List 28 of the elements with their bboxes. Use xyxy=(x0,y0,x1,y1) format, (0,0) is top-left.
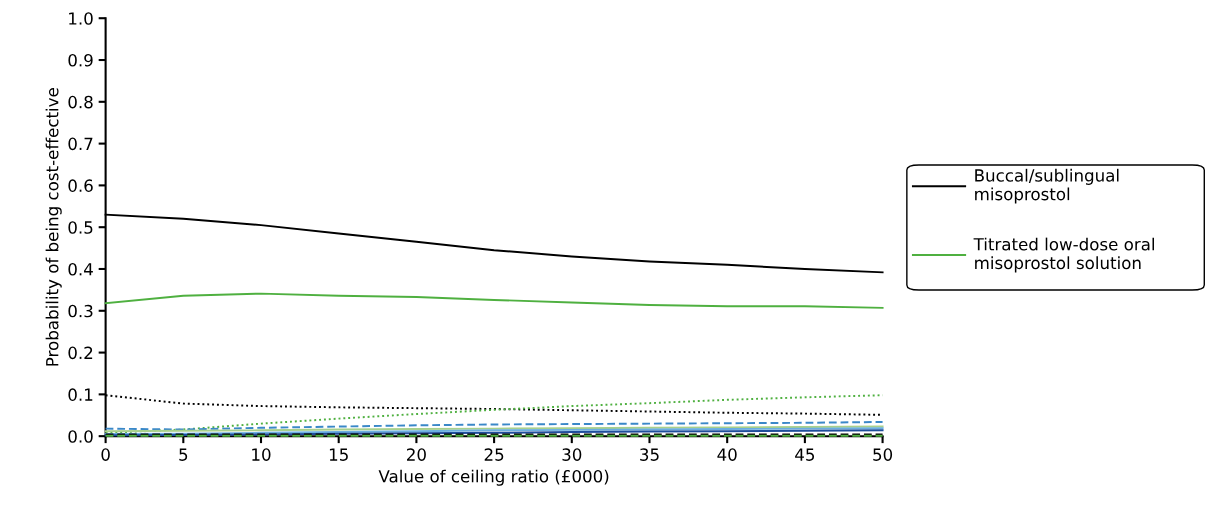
x-tick-label: 45 xyxy=(795,448,815,461)
x-tick-label: 15 xyxy=(329,448,348,461)
x-tick-label: 20 xyxy=(407,448,426,461)
y-tick-label: 0.7 xyxy=(68,137,93,151)
x-axis-title: Value of ceiling ratio (£000) xyxy=(378,469,609,486)
x-tick-label: 5 xyxy=(179,448,188,461)
x-tick-label: 35 xyxy=(640,448,659,461)
y-tick-label: 0.8 xyxy=(68,95,93,109)
y-tick-label: 0.6 xyxy=(68,179,93,192)
y-tick-label: 1.0 xyxy=(69,12,93,25)
legend-label: Titrated low-dose oral misoprostol solution xyxy=(973,237,1154,273)
y-tick-label: 0.1 xyxy=(68,388,93,401)
y-tick-label: 0.5 xyxy=(68,221,93,234)
y-tick-label: 0.9 xyxy=(68,53,93,67)
y-axis-title: Probability of being cost-effective xyxy=(45,88,62,366)
x-tick-label: 0 xyxy=(101,448,110,461)
x-tick-label: 50 xyxy=(873,448,893,461)
y-tick-label: 0.0 xyxy=(68,430,93,443)
x-tick-label: 25 xyxy=(484,448,504,461)
line-series xyxy=(104,420,884,431)
x-tick-label: 10 xyxy=(252,448,271,461)
legend-label: Buccal/sublingual misoprostol xyxy=(975,168,1119,204)
x-tick-label: 40 xyxy=(717,448,737,461)
y-tick-label: 0.3 xyxy=(68,304,93,318)
line-series xyxy=(104,292,884,309)
y-tick-label: 0.4 xyxy=(68,262,93,276)
x-tick-label: 30 xyxy=(562,448,582,461)
y-tick-label: 0.2 xyxy=(68,346,93,360)
